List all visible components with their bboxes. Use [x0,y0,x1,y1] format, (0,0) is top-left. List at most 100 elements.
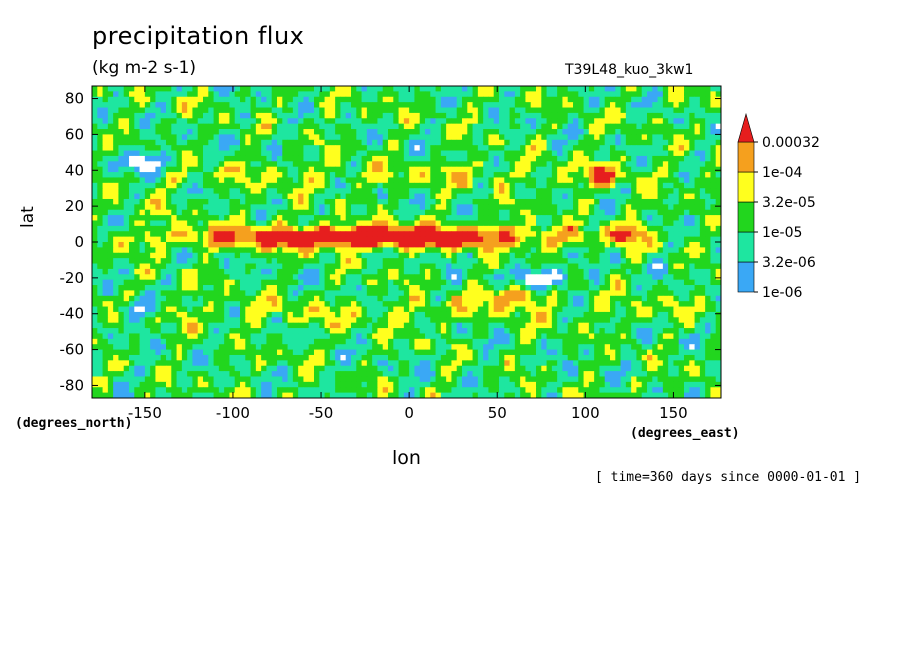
field-cell [678,161,685,168]
field-cell [113,301,119,307]
field-cell [509,225,516,232]
field-cell [403,247,410,254]
field-cell [113,193,119,200]
field-cell [393,279,399,286]
field-cell [324,301,331,307]
field-cell [435,242,442,248]
field-cell [699,258,706,264]
field-cell [684,112,690,119]
field-cell [699,225,706,232]
field-cell [483,102,489,108]
field-cell [604,306,611,313]
field-cell [393,268,399,275]
field-cell [440,306,447,313]
field-cell [308,172,315,178]
field-cell [197,268,204,275]
field-cell [483,139,489,146]
field-cell [255,258,262,264]
field-cell [139,285,146,291]
field-cell [160,129,167,135]
field-cell [292,301,299,307]
field-cell [192,263,199,270]
field-cell [551,188,558,194]
field-cell [710,112,717,119]
field-cell [414,161,421,168]
field-cell [287,118,294,125]
field-cell [662,188,669,194]
field-cell [610,172,616,178]
field-cell [92,263,98,270]
field-cell [657,129,664,135]
field-cell [594,177,600,184]
field-cell [536,188,542,194]
field-cell [134,155,140,162]
field-cell [541,258,547,264]
field-cell [440,134,447,141]
field-cell [631,209,637,216]
field-cell [520,139,526,146]
field-cell [652,274,658,281]
field-cell [662,139,669,146]
field-cell [203,172,209,178]
field-cell [181,198,188,205]
field-cell [166,118,172,125]
field-cell [245,145,251,151]
field-cell [97,274,103,281]
field-cell [451,96,458,103]
field-cell [171,285,177,291]
field-cell [647,231,653,238]
field-cell [314,91,320,98]
field-cell [573,231,579,238]
field-cell [187,102,193,108]
field-cell [218,225,225,232]
field-cell [181,161,188,168]
field-cell [425,86,431,92]
field-cell [652,86,658,92]
field-cell [414,285,421,291]
field-cell [715,86,721,92]
field-cell [134,274,140,281]
field-cell [92,236,98,243]
field-cell [372,290,378,297]
field-cell [97,209,103,216]
field-cell [134,188,140,194]
field-cell [356,96,362,103]
field-cell [477,139,484,146]
field-cell [319,182,325,189]
field-cell [668,150,674,157]
field-cell [303,247,310,254]
field-cell [113,209,119,216]
field-cell [372,177,378,184]
field-cell [351,263,357,270]
field-cell [599,306,606,313]
field-cell [684,193,690,200]
field-cell [377,285,384,291]
field-cell [403,209,410,216]
field-cell [298,301,304,307]
field-cell [689,236,695,243]
field-cell [298,198,304,205]
field-cell [604,107,611,114]
field-cell [594,139,600,146]
field-cell [514,86,521,92]
field-cell [715,204,721,211]
field-cell [715,172,721,178]
field-cell [197,225,204,232]
field-cell [393,112,399,119]
field-cell [298,166,304,173]
field-cell [456,285,463,291]
field-cell [261,161,267,168]
field-cell [361,290,368,297]
field-cell [102,91,109,98]
field-cell [277,145,283,151]
field-cell [92,285,98,291]
field-cell [419,96,426,103]
field-cell [155,263,162,270]
field-cell [351,150,357,157]
field-cell [192,274,199,281]
field-cell [176,129,183,135]
field-cell [414,252,421,259]
field-cell [625,102,632,108]
field-cell [123,258,130,264]
field-cell [668,182,674,189]
